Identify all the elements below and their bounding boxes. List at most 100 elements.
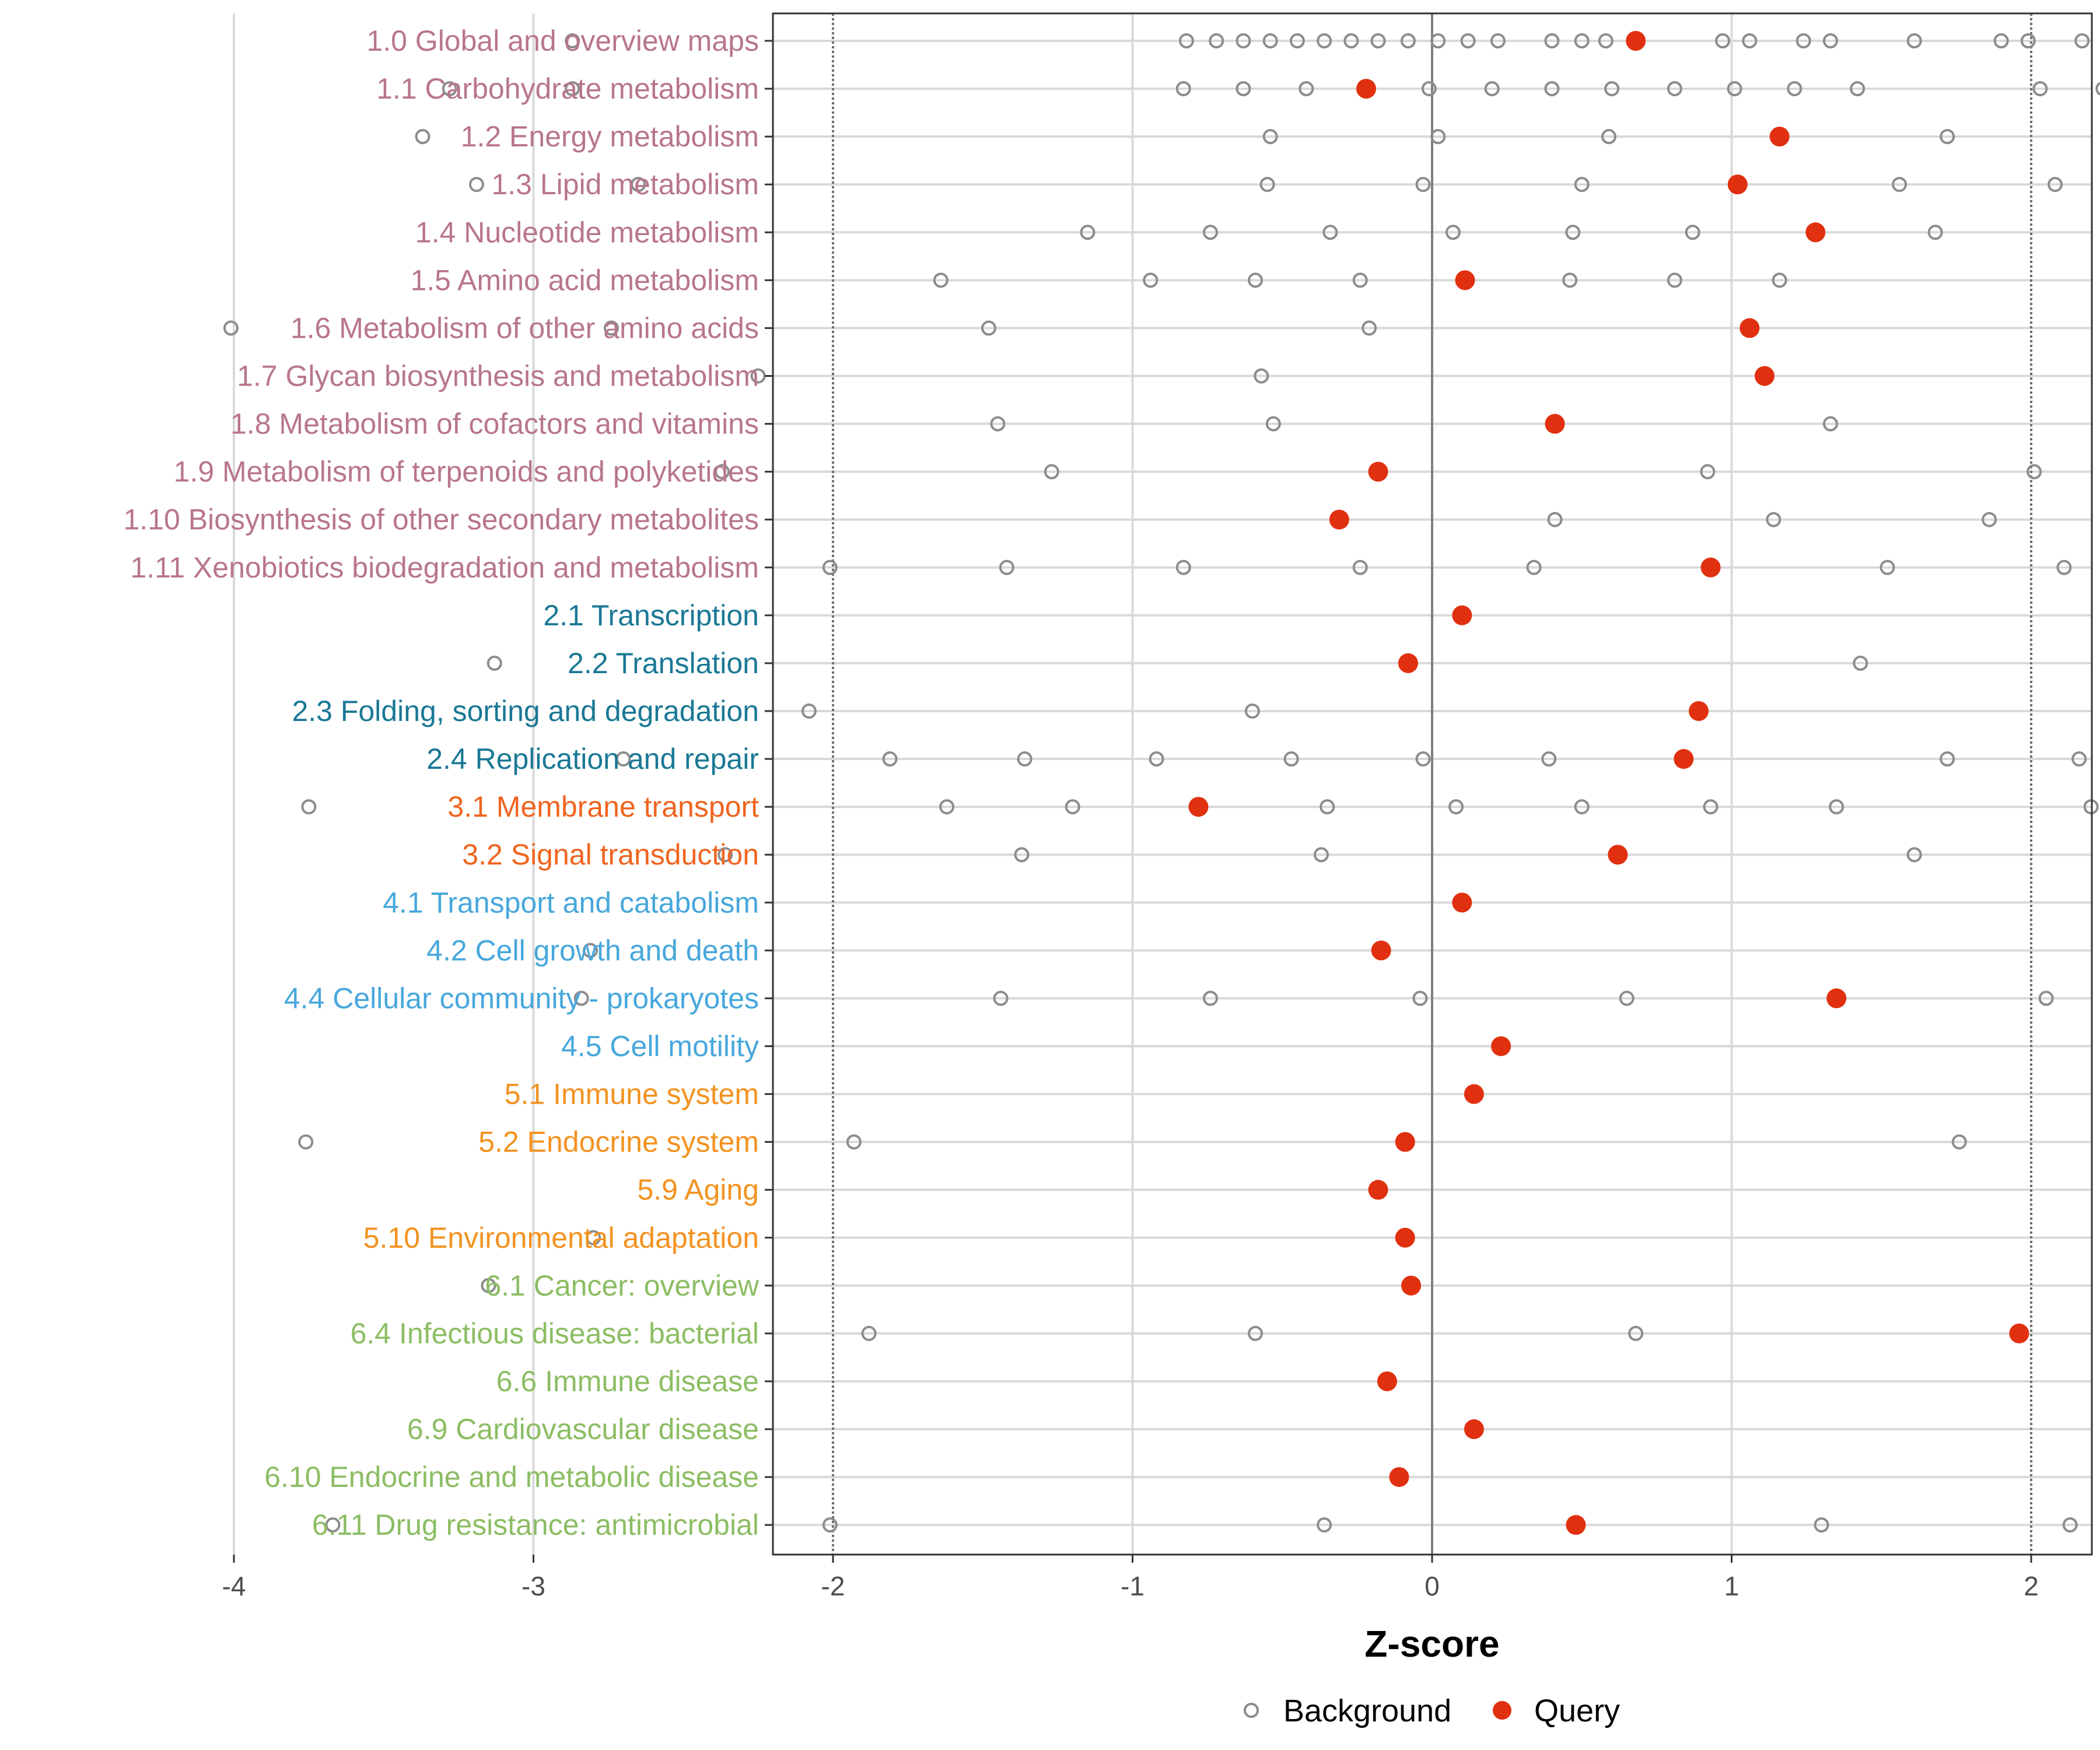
background-point bbox=[615, 751, 631, 767]
background-point bbox=[1814, 1517, 1829, 1533]
y-category-label: 1.7 Glycan biosynthesis and metabolism bbox=[237, 359, 759, 392]
background-point bbox=[301, 799, 317, 815]
y-category-label: 2.2 Translation bbox=[568, 647, 759, 680]
background-point bbox=[1547, 512, 1563, 527]
query-point bbox=[1740, 318, 1760, 338]
y-category-label: 2.3 Folding, sorting and degradation bbox=[292, 695, 759, 727]
background-point bbox=[1343, 33, 1359, 48]
background-point bbox=[1715, 33, 1731, 48]
query-point bbox=[2009, 1323, 2029, 1343]
background-point bbox=[1178, 33, 1194, 48]
background-point bbox=[1982, 512, 1997, 527]
background-point bbox=[2095, 82, 2100, 96]
background-point bbox=[1700, 464, 1716, 480]
y-category-label: 1.6 Metabolism of other amino acids bbox=[290, 312, 759, 344]
background-point bbox=[981, 320, 997, 336]
query-point bbox=[1389, 1467, 1409, 1488]
y-category-label: 5.9 Aging bbox=[637, 1174, 759, 1206]
query-point bbox=[1395, 1227, 1415, 1248]
query-points bbox=[1188, 31, 2029, 1535]
background-point bbox=[1209, 33, 1224, 48]
y-category-label: 1.11 Xenobiotics biodegradation and meta… bbox=[130, 551, 759, 584]
background-point bbox=[1415, 177, 1431, 192]
background-point bbox=[1203, 991, 1219, 1006]
query-point bbox=[1398, 653, 1418, 673]
background-point bbox=[1850, 81, 1866, 97]
background-point bbox=[1822, 33, 1838, 48]
background-point bbox=[1317, 1517, 1332, 1533]
background-point bbox=[1727, 81, 1742, 97]
y-category-label: 3.2 Signal transduction bbox=[462, 838, 759, 871]
background-point bbox=[1314, 847, 1329, 863]
background-point bbox=[586, 1230, 601, 1245]
background-point bbox=[1940, 129, 1955, 145]
query-point bbox=[1377, 1371, 1397, 1391]
query-point bbox=[1754, 366, 1774, 386]
y-category-label: 6.11 Drug resistance: antimicrobial bbox=[312, 1508, 759, 1541]
query-point bbox=[1566, 1515, 1586, 1535]
background-point bbox=[2056, 559, 2072, 575]
y-category-label: 4.2 Cell growth and death bbox=[426, 934, 759, 967]
background-point bbox=[1017, 751, 1032, 767]
background-point bbox=[715, 464, 730, 480]
background-point bbox=[2062, 1517, 2078, 1533]
background-point bbox=[415, 129, 430, 145]
background-point bbox=[565, 33, 580, 48]
y-category-label: 2.4 Replication and repair bbox=[426, 743, 759, 775]
reference-lines bbox=[832, 13, 2032, 1555]
background-point bbox=[1526, 559, 1542, 575]
background-point bbox=[1400, 33, 1416, 48]
background-point bbox=[1262, 33, 1278, 48]
background-point bbox=[999, 559, 1014, 575]
y-category-label: 5.2 Endocrine system bbox=[478, 1126, 759, 1158]
background-point bbox=[1993, 33, 2009, 48]
background-point bbox=[1430, 129, 1446, 145]
background-point bbox=[1352, 272, 1368, 288]
y-category-label: 1.0 Global and overview maps bbox=[366, 24, 759, 57]
x-axis-title: Z-score bbox=[1364, 1623, 1499, 1665]
query-point bbox=[1395, 1132, 1415, 1152]
background-point bbox=[822, 559, 838, 575]
background-point bbox=[1892, 177, 1908, 192]
query-point bbox=[1674, 749, 1694, 769]
background-point bbox=[481, 1278, 496, 1293]
background-point bbox=[298, 1134, 314, 1150]
background-point bbox=[1262, 129, 1278, 145]
y-category-label: 1.8 Metabolism of cofactors and vitamins bbox=[230, 408, 759, 440]
background-point bbox=[2074, 33, 2090, 48]
background-point bbox=[1667, 272, 1682, 288]
x-axis-ticks: -4-3-2-101234 bbox=[222, 1555, 2039, 1601]
background-point bbox=[1448, 799, 1464, 815]
y-category-label: 6.10 Endocrine and metabolic disease bbox=[264, 1461, 759, 1493]
background-point bbox=[1370, 33, 1386, 48]
background-point bbox=[1283, 751, 1299, 767]
background-point bbox=[1317, 33, 1332, 48]
background-point bbox=[1490, 33, 1506, 48]
query-point bbox=[1826, 988, 1847, 1009]
background-point bbox=[1265, 416, 1281, 432]
x-tick-label: 0 bbox=[1424, 1571, 1440, 1601]
background-point bbox=[882, 751, 898, 767]
background-point bbox=[1906, 33, 1922, 48]
background-point bbox=[1236, 81, 1251, 97]
background-point bbox=[1254, 368, 1269, 384]
background-point bbox=[1667, 81, 1682, 97]
query-point bbox=[1188, 797, 1209, 817]
background-point bbox=[2048, 177, 2063, 192]
query-point bbox=[1608, 845, 1628, 865]
background-point bbox=[583, 943, 598, 958]
legend: Background Query bbox=[1244, 1693, 1620, 1728]
background-point bbox=[1298, 81, 1314, 97]
background-point bbox=[631, 177, 646, 192]
query-point bbox=[1464, 1084, 1484, 1104]
background-point bbox=[1412, 991, 1428, 1006]
background-point bbox=[325, 1517, 341, 1533]
background-point bbox=[939, 799, 955, 815]
query-point bbox=[1727, 174, 1748, 195]
background-point bbox=[1906, 847, 1922, 863]
y-axis-ticks bbox=[765, 40, 773, 1526]
query-point bbox=[1368, 461, 1388, 482]
background-point bbox=[565, 81, 580, 97]
query-point bbox=[1689, 701, 1709, 721]
